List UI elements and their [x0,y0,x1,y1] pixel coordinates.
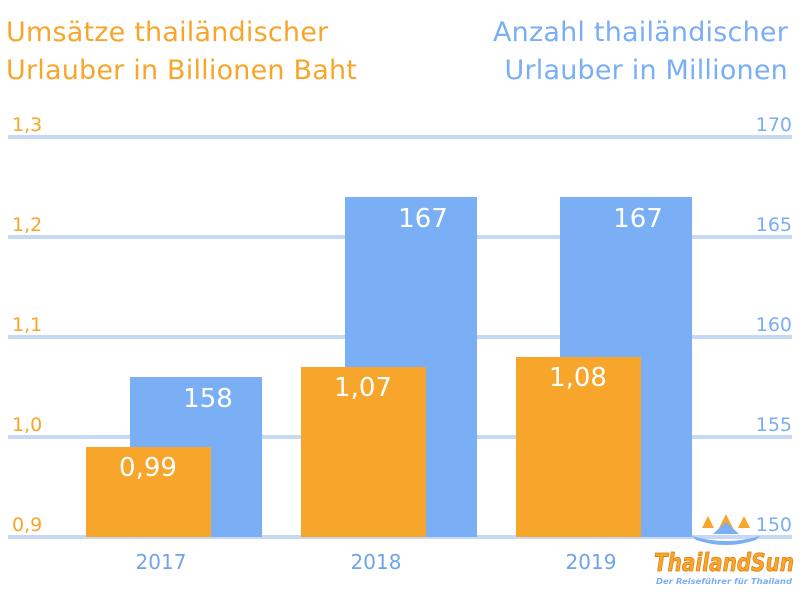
left-tick-label: 1,0 [12,414,42,436]
left-tick-label: 0,9 [12,514,42,536]
left-axis-title-line-2: Urlauber in Billionen Baht [6,55,358,86]
right-tick-label: 150 [756,514,792,536]
category-label: 2018 [351,550,402,574]
left-tick-label: 1,1 [12,314,42,336]
bar-revenue-label: 1,08 [549,363,607,393]
left-axis-title: Umsätze thailändischer Urlauber in Billi… [6,14,357,90]
right-tick-label: 170 [756,114,792,136]
bar-revenue [86,447,211,537]
left-axis-title-line-1: Umsätze thailändischer [6,17,329,48]
right-axis-title-line-1: Anzahl thailändischer [493,17,788,48]
bar-revenue-label: 1,07 [334,373,392,403]
right-axis-title-line-2: Urlauber in Millionen [504,55,788,86]
left-tick-label: 1,3 [12,114,42,136]
bar-revenue-label: 0,99 [119,453,177,483]
right-tick-label: 160 [756,314,792,336]
right-tick-label: 155 [756,414,792,436]
right-axis-title: Anzahl thailändischer Urlauber in Millio… [493,14,788,90]
bar-visitors-label: 167 [398,204,448,234]
bar-visitors-label: 167 [613,204,663,234]
bar-visitors-label: 158 [183,384,233,414]
bar-revenue [301,367,426,537]
bar-revenue [516,357,641,537]
right-tick-label: 165 [756,214,792,236]
category-label: 2017 [136,550,187,574]
category-label: 2019 [566,550,617,574]
left-tick-label: 1,2 [12,214,42,236]
